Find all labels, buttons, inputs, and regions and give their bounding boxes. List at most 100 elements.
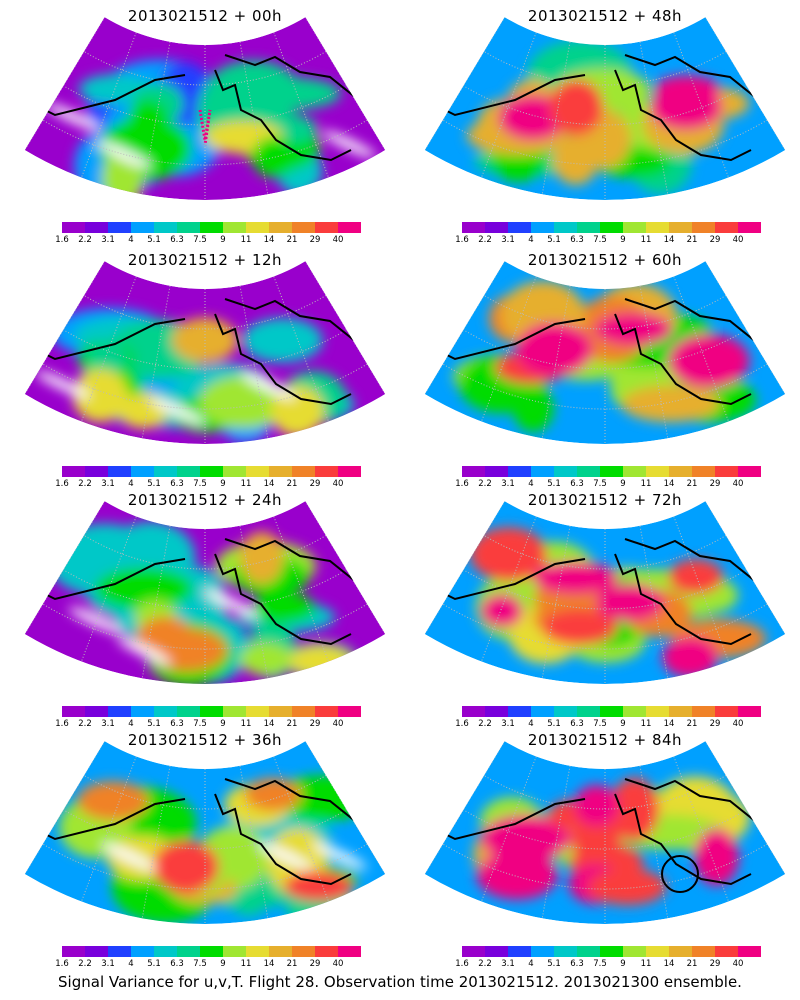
colorbar-label: 14 — [663, 959, 675, 969]
colorbar-label: 14 — [263, 479, 275, 489]
variance-map — [24, 741, 386, 924]
colorbar-swatch — [531, 466, 554, 477]
colorbar-label: 6.3 — [570, 235, 584, 245]
colorbar-swatch — [246, 706, 269, 717]
missing-data-area — [241, 372, 296, 400]
colorbar-swatch — [692, 946, 715, 957]
colorbar-label: 7.5 — [593, 479, 607, 489]
colorbar-swatch — [108, 466, 131, 477]
colorbar-swatch — [315, 706, 338, 717]
colorbar-swatch — [315, 946, 338, 957]
colorbar-label: 5.1 — [147, 959, 161, 969]
colorbar-label: 11 — [640, 479, 652, 489]
variance-contour — [549, 79, 603, 136]
missing-data-area — [45, 103, 100, 131]
colorbar-label: 1.6 — [55, 235, 69, 245]
colorbar-label: 14 — [263, 959, 275, 969]
flight-track — [198, 109, 212, 146]
colorbar-label: 5.1 — [547, 959, 561, 969]
colorbar-label: 9 — [220, 479, 226, 489]
colorbar-label: 11 — [240, 959, 252, 969]
colorbar-label: 14 — [663, 235, 675, 245]
colorbar-swatch — [62, 946, 85, 957]
missing-data-area — [257, 842, 313, 870]
colorbar-label: 21 — [286, 719, 298, 729]
colorbar-swatch — [154, 706, 177, 717]
colorbar-swatch — [600, 706, 623, 717]
variance-map — [24, 17, 386, 200]
missing-data-area — [150, 397, 205, 425]
colorbar-label: 4 — [128, 235, 134, 245]
colorbar-swatch — [292, 222, 315, 233]
colorbar-swatch — [508, 706, 531, 717]
colorbar-label: 5.1 — [147, 235, 161, 245]
panel-title: 2013021512 + 12h — [127, 251, 283, 269]
colorbar-swatch — [715, 466, 738, 477]
colorbar-swatch — [738, 222, 761, 233]
colorbar-swatch — [577, 706, 600, 717]
colorbar-label: 21 — [686, 959, 698, 969]
colorbar-label: 14 — [663, 719, 675, 729]
colorbar-label: 9 — [620, 959, 626, 969]
colorbar-swatch — [223, 466, 246, 477]
longitude-line — [305, 17, 386, 151]
variance-contour — [127, 99, 169, 137]
longitude-line — [273, 276, 329, 422]
variance-contour — [573, 784, 620, 827]
colorbar-label: 2.2 — [78, 959, 92, 969]
colorbar-swatch — [462, 706, 485, 717]
longitude-line — [24, 17, 105, 151]
longitude-line — [673, 32, 729, 178]
latitude-line — [83, 51, 327, 86]
colorbar-label: 21 — [686, 235, 698, 245]
longitude-line — [273, 756, 329, 902]
colorbar-label: 40 — [332, 719, 344, 729]
colorbar-swatch — [269, 222, 292, 233]
colorbar-swatch — [292, 946, 315, 957]
colorbar-label: 6.3 — [170, 959, 184, 969]
colorbar-swatch — [646, 946, 669, 957]
colorbar-label: 40 — [332, 479, 344, 489]
colorbar-swatch — [338, 946, 361, 957]
longitude-line — [273, 32, 329, 178]
variance-contour — [238, 77, 341, 110]
colorbar-label: 7.5 — [193, 235, 207, 245]
colorbar-swatch — [600, 946, 623, 957]
variance-contour — [239, 642, 292, 676]
colorbar-swatch — [715, 706, 738, 717]
variance-contour — [288, 645, 352, 676]
colorbar-swatch — [85, 706, 108, 717]
colorbar-label: 7.5 — [593, 959, 607, 969]
colorbar-swatch — [223, 946, 246, 957]
colorbar-label: 29 — [709, 719, 721, 729]
colorbar-label: 3.1 — [101, 235, 115, 245]
colorbar-label: 9 — [220, 959, 226, 969]
colorbar-label: 1.6 — [55, 479, 69, 489]
colorbar-label: 1.6 — [455, 959, 469, 969]
colorbar-swatch — [485, 466, 508, 477]
colorbar-label: 14 — [263, 235, 275, 245]
colorbar-swatch — [554, 466, 577, 477]
colorbar-label: 3.1 — [101, 479, 115, 489]
colorbar-swatch — [485, 706, 508, 717]
colorbar-swatch — [531, 222, 554, 233]
forecast-panel: 2013021512 + 48h 1.6 2.2 3.1 4 5.1 6.3 7.5 9 11 1… — [405, 0, 800, 245]
colorbar-swatch — [154, 222, 177, 233]
colorbar-label: 6.3 — [170, 479, 184, 489]
panel-title: 2013021512 + 72h — [527, 491, 683, 509]
colorbar-swatch — [269, 706, 292, 717]
colorbar-swatch — [131, 466, 154, 477]
colorbar-swatch — [669, 946, 692, 957]
colorbar-label: 29 — [709, 959, 721, 969]
colorbar-label: 29 — [309, 479, 321, 489]
variance-contour — [667, 333, 750, 389]
colorbar-label: 2.2 — [478, 719, 492, 729]
forecast-panel: 2013021512 + 12h 1.6 2.2 3.1 4 5.1 6.3 7.5 9 11 1… — [5, 244, 405, 489]
missing-data-area — [102, 843, 157, 871]
longitude-line — [541, 525, 571, 679]
colorbar-swatch — [246, 466, 269, 477]
colorbar-swatch — [85, 466, 108, 477]
variance-map — [24, 501, 386, 684]
colorbar-swatch — [246, 222, 269, 233]
colorbar-label: 40 — [732, 959, 744, 969]
